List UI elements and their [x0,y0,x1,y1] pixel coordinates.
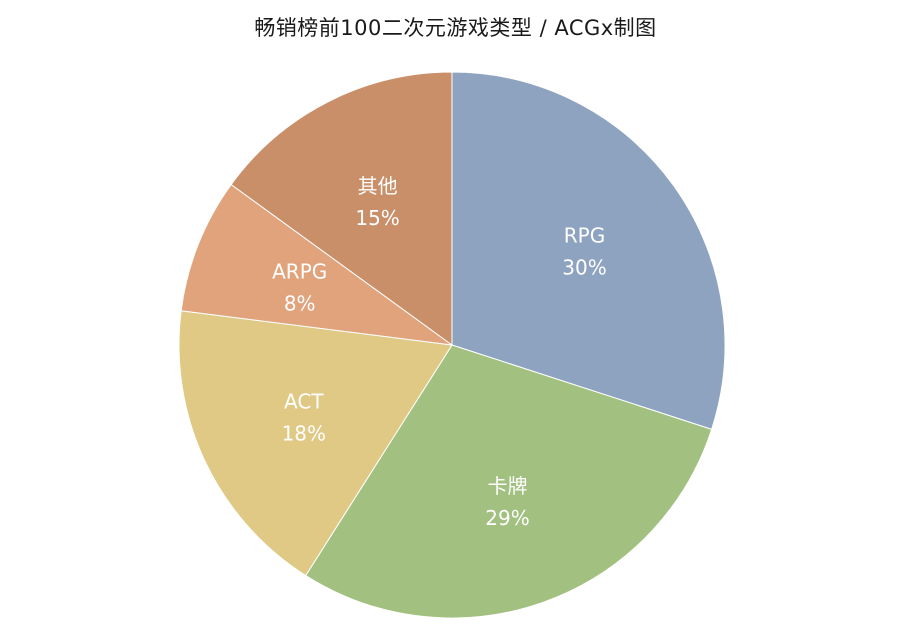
slice-label-0: RPG [564,224,605,248]
pie-slices [178,71,726,619]
pie-slice-1 [305,344,713,619]
slice-label-3: ARPG [272,260,327,284]
pie-slice-3 [180,183,453,346]
pie-slice-2 [178,310,453,577]
slice-value-label-3: 8% [284,292,316,316]
slice-label-1: 卡牌 [488,474,528,498]
slice-label-2: ACT [284,390,324,414]
chart-title: 畅销榜前100二次元游戏类型 / ACGx制图 [254,16,657,40]
slice-value-label-2: 18% [282,422,326,446]
slice-value-label-4: 15% [355,206,399,230]
pie-slice-0 [451,71,726,430]
pie-labels: RPG 30% 卡牌 29% ACT 18% ARPG 8% 其他 15% [272,174,607,530]
slice-label-4: 其他 [358,174,398,198]
pie-slice-4 [230,71,453,346]
slice-value-label-1: 29% [485,506,529,530]
slice-value-label-0: 30% [562,256,606,280]
